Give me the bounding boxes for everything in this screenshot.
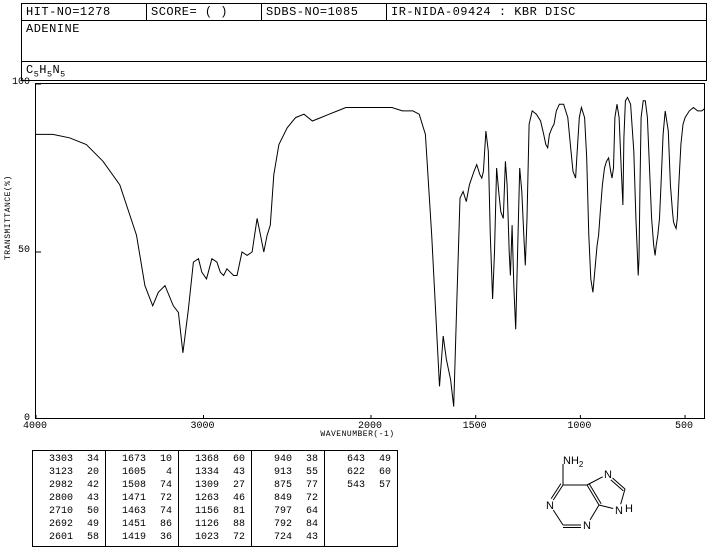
peak-row: 167310 [112, 453, 172, 466]
peak-row: 133443 [185, 466, 245, 479]
peak-row: 102372 [185, 531, 245, 544]
ytick-50: 50 [10, 245, 30, 256]
ir-spectrum-chart [35, 83, 705, 419]
peak-row: 146374 [112, 505, 172, 518]
peak-row: 54357 [331, 479, 391, 492]
y-axis-label: TRANSMITTANCE(%) [4, 175, 13, 260]
svg-text:N: N [604, 469, 612, 481]
peak-row: 330334 [39, 453, 99, 466]
score: SCORE= ( ) [147, 4, 262, 20]
molecule-structure: N N N N NH2 H [535, 452, 655, 542]
svg-text:N: N [583, 520, 591, 532]
peak-row: 136860 [185, 453, 245, 466]
peak-row: 147172 [112, 492, 172, 505]
peak-row: 280043 [39, 492, 99, 505]
peak-col: 643496226054357 [325, 451, 397, 546]
peak-row: 79764 [258, 505, 318, 518]
peak-col: 3303343123202982422800432710502692492601… [33, 451, 106, 546]
peak-row: 64349 [331, 453, 391, 466]
peak-row: 115681 [185, 505, 245, 518]
header-box: HIT-NO=1278 SCORE= ( ) SDBS-NO=1085 IR-N… [21, 3, 707, 62]
peak-row: 87577 [258, 479, 318, 492]
ytick-100: 100 [10, 77, 30, 88]
formula: C5H5N5 [21, 61, 707, 81]
svg-text:H: H [625, 503, 633, 515]
x-axis-label: WAVENUMBER(-1) [0, 430, 715, 439]
peak-row: 312320 [39, 466, 99, 479]
peak-row: 72443 [258, 531, 318, 544]
peak-row: 141936 [112, 531, 172, 544]
peak-row: 126346 [185, 492, 245, 505]
peak-row: 79284 [258, 518, 318, 531]
peak-row: 260158 [39, 531, 99, 544]
svg-text:NH2: NH2 [563, 455, 584, 469]
hit-no: HIT-NO=1278 [22, 4, 147, 20]
sdbs-no: SDBS-NO=1085 [262, 4, 387, 20]
peak-col: 94038913558757784972797647928472443 [252, 451, 325, 546]
peak-row: 112688 [185, 518, 245, 531]
peak-row: 62260 [331, 466, 391, 479]
peak-row: 145186 [112, 518, 172, 531]
peak-row: 16054 [112, 466, 172, 479]
peak-row: 130927 [185, 479, 245, 492]
peak-row: 298242 [39, 479, 99, 492]
peak-table: 3303343123202982422800432710502692492601… [32, 450, 398, 547]
peak-row: 91355 [258, 466, 318, 479]
peak-row: 271050 [39, 505, 99, 518]
compound-name: ADENINE [22, 21, 706, 61]
peak-row: 150874 [112, 479, 172, 492]
svg-text:N: N [615, 505, 623, 517]
svg-text:N: N [546, 500, 554, 512]
ir-nida: IR-NIDA-09424 : KBR DISC [387, 4, 706, 20]
peak-col: 1673101605415087414717214637414518614193… [106, 451, 179, 546]
peak-row: 269249 [39, 518, 99, 531]
peak-col: 1368601334431309271263461156811126881023… [179, 451, 252, 546]
peak-row: 94038 [258, 453, 318, 466]
peak-row: 84972 [258, 492, 318, 505]
